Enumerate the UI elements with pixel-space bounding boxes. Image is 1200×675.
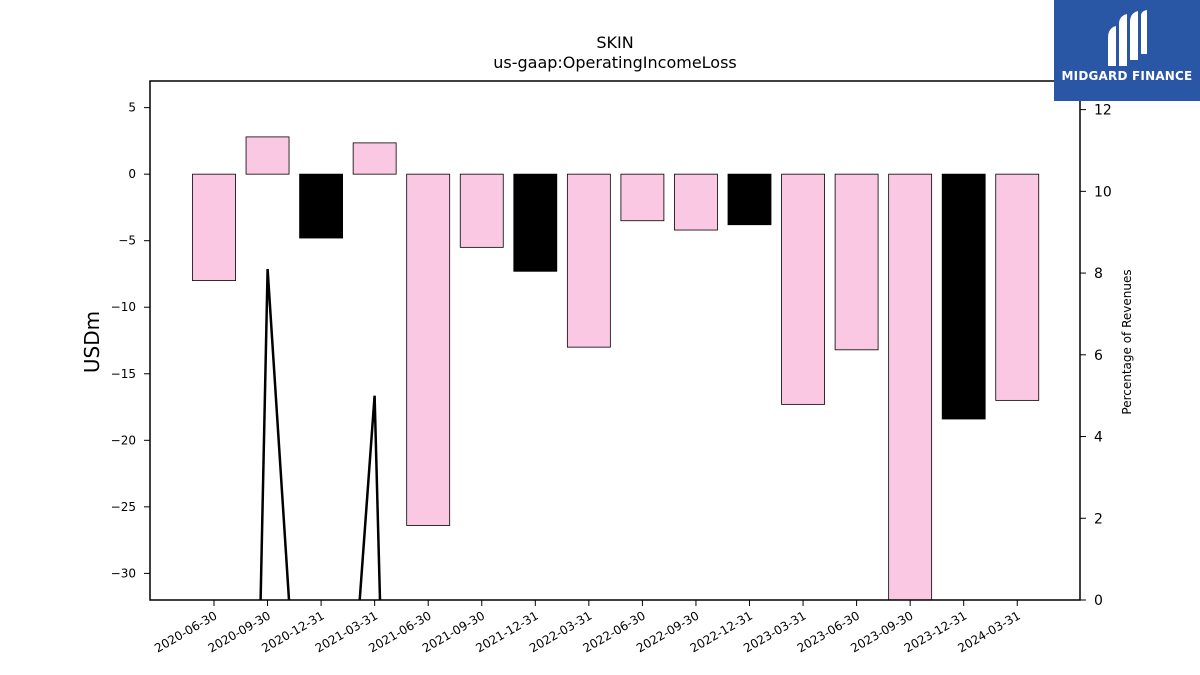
bar-2023-06-30 [834,173,879,351]
bar-2024-03-31 [995,173,1040,401]
y2-tick-label: 8 [1094,266,1103,282]
y-tick-label: −5 [118,234,136,248]
bar-2020-09-30 [245,136,290,175]
bar-2020-12-31 [299,173,344,239]
y2-tick-label: 0 [1094,593,1103,609]
x-axis: 2020-06-302020-09-302020-12-312021-03-31… [152,600,1023,655]
y-tick-label: −25 [111,500,136,514]
y2-tick-label: 10 [1094,184,1112,200]
bar-2021-06-30 [406,173,451,526]
y-axis-right: 0 2 4 6 8 10 12 [1080,103,1112,609]
y-tick-label: −20 [111,433,136,447]
bar-2022-06-30 [620,173,665,222]
bars [192,136,1040,601]
bar-2022-09-30 [674,173,718,231]
bar-2020-06-30 [192,173,236,282]
y-tick-label: −30 [111,566,136,580]
y-tick-label: 5 [128,101,136,115]
percentage-line [259,268,382,601]
y2-tick-label: 2 [1094,511,1103,527]
bar-2021-09-30 [459,173,504,248]
bar-2023-12-31 [941,173,986,420]
y2-tick-label: 6 [1094,348,1103,364]
logo-text: MIDGARD FINANCE [1061,69,1193,83]
line-segment-1 [259,268,291,601]
bar-2022-12-31 [727,173,772,226]
y-tick-label: −15 [111,367,136,381]
y-axis-label: USDm [80,311,104,373]
line-segment-2 [358,395,382,601]
y2-tick-label: 4 [1094,430,1103,446]
bar-2021-12-31 [513,173,558,272]
y-tick-label: −10 [111,300,136,314]
chart-title: SKIN [596,33,633,52]
y-tick-label: 0 [128,167,136,181]
y2-tick-label: 12 [1094,103,1112,119]
y2-axis-label: Percentage of Revenues [1120,269,1134,414]
chart-subtitle: us-gaap:OperatingIncomeLoss [493,53,737,72]
y-axis-left: 5 0 −5 −10 −15 −20 −25 −30 [111,101,150,580]
bar-2023-09-30 [888,173,933,601]
plot-frame [149,80,1081,601]
bar-2021-03-31 [352,142,397,175]
logo-mark-icon [1108,10,1147,66]
bar-2023-03-31 [781,173,825,405]
logo: MIDGARD FINANCE [1054,0,1200,101]
bar-2022-03-31 [566,173,611,348]
